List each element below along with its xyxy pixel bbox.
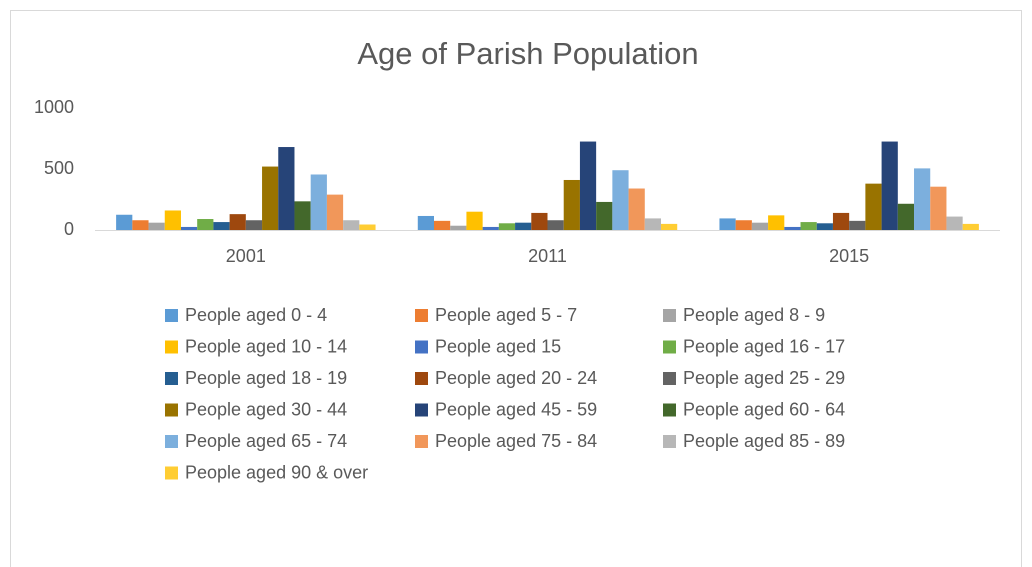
bar [148,222,165,230]
bar [768,215,785,230]
legend-label: People aged 45 - 59 [435,399,597,419]
legend-label: People aged 85 - 89 [683,431,845,451]
legend-label: People aged 60 - 64 [683,399,845,419]
legend-swatch [663,340,676,354]
legend-label: People aged 0 - 4 [185,305,327,325]
legend-swatch [415,309,428,322]
bar [359,224,376,230]
bar [245,220,263,230]
chart-title: Age of Parish Population [357,36,698,71]
bar [596,201,613,230]
bar [433,220,451,230]
legend-swatch [663,435,676,448]
legend-label: People aged 65 - 74 [185,431,347,451]
legend-swatch [415,372,428,385]
bar [563,179,580,230]
bar [326,194,344,230]
chart-frame [10,10,1022,567]
legend-swatch [165,435,178,448]
legend-swatch [165,466,178,480]
bar [343,220,360,230]
bar [914,168,931,230]
legend-label: People aged 10 - 14 [185,336,347,356]
bar [498,223,516,230]
y-tick-label: 500 [44,158,74,178]
bar [278,147,295,230]
legend-label: People aged 75 - 84 [435,431,597,451]
bar [962,223,979,230]
bar [417,215,434,230]
bar [180,226,198,230]
legend-swatch [165,403,178,417]
bar [661,223,678,230]
bar [132,220,149,230]
legend-swatch [663,403,676,417]
x-tick-label: 2011 [528,246,567,266]
bar [482,226,499,230]
legend-swatch [415,403,428,417]
bar [735,220,752,230]
bar [213,222,230,230]
x-tick-label: 2015 [829,246,869,266]
legend-swatch [165,372,178,385]
legend-label: People aged 20 - 24 [435,368,597,388]
legend-swatch [415,435,428,448]
legend-swatch [165,340,178,354]
bar [197,219,214,230]
bar [897,203,915,230]
legend-label: People aged 18 - 19 [185,368,347,388]
legend-label: People aged 8 - 9 [683,305,825,325]
bar [751,222,769,230]
bar [531,212,548,230]
bar [294,201,311,230]
bar [262,166,279,230]
bar [612,170,629,230]
x-tick-label: 2001 [226,246,266,266]
bar [450,225,467,230]
bar [930,186,947,230]
bar [881,141,898,230]
bar [946,216,963,230]
legend-label: People aged 30 - 44 [185,399,347,419]
legend-swatch [165,309,178,322]
bar [849,220,866,230]
bar [832,212,850,230]
legend-swatch [663,309,676,322]
bar [644,218,662,230]
bar [719,218,736,230]
legend-swatch [663,372,676,385]
bar [310,174,327,230]
legend-label: People aged 25 - 29 [683,368,845,388]
legend-swatch [415,340,428,354]
bar [784,226,801,230]
bar [628,188,645,230]
bar [229,214,246,230]
y-tick-label: 1000 [34,97,74,117]
legend-label: People aged 90 & over [185,462,368,482]
bar [515,222,532,230]
bar [579,141,597,230]
legend-label: People aged 5 - 7 [435,305,577,325]
bar [800,222,817,230]
bar [466,211,483,230]
legend-label: People aged 16 - 17 [683,336,845,356]
bar [865,183,882,230]
bar [816,223,833,230]
bar [164,210,181,230]
legend-label: People aged 15 [435,336,561,356]
y-tick-label: 0 [64,219,74,239]
bar [547,220,564,230]
bar [116,214,133,230]
